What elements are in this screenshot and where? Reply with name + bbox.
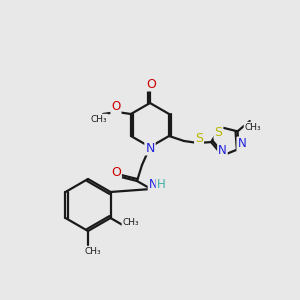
Text: CH₃: CH₃ (122, 218, 139, 226)
Text: O: O (111, 167, 121, 179)
Text: N: N (237, 137, 246, 150)
Text: N: N (145, 142, 155, 154)
Text: CH₃: CH₃ (85, 248, 101, 256)
Text: O: O (111, 100, 121, 113)
Text: CH₃: CH₃ (244, 122, 261, 131)
Text: CH₃: CH₃ (91, 115, 107, 124)
Text: H: H (157, 178, 165, 191)
Text: O: O (146, 77, 156, 91)
Text: S: S (195, 131, 203, 145)
Text: N: N (148, 178, 158, 191)
Text: S: S (214, 126, 222, 139)
Text: N: N (218, 144, 227, 157)
